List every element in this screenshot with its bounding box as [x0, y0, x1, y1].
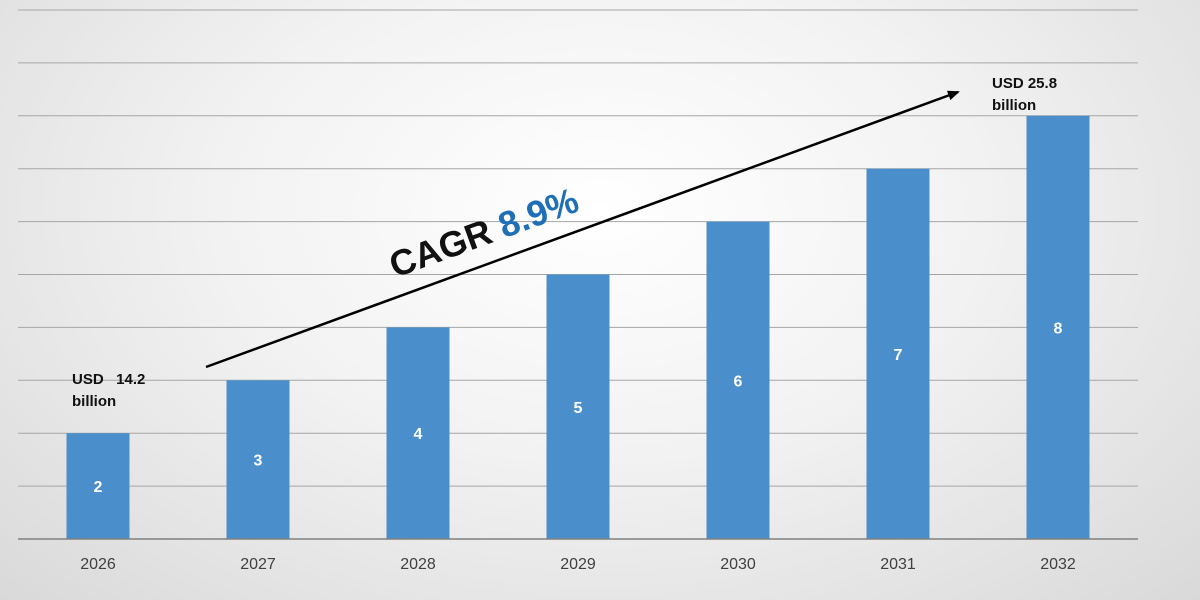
growth-arrow-line [205, 90, 960, 369]
bar-value-2028: 4 [414, 426, 423, 443]
bar-value-2030: 6 [734, 373, 743, 390]
cagr-value: 8.9% [493, 179, 584, 246]
growth-arrow [205, 90, 960, 369]
bar-2026 [66, 433, 130, 539]
x-tick-2030: 2030 [720, 556, 756, 573]
x-tick-2026: 2026 [80, 556, 116, 573]
bar-2030 [706, 221, 770, 539]
bars [66, 115, 1090, 540]
start-value-line2: billion [72, 393, 116, 410]
end-value-line2: billion [992, 97, 1036, 114]
bar-value-2031: 7 [894, 347, 903, 364]
start-value-label: USD 14.2 billion [72, 371, 175, 410]
end-value-line1: USD 25.8 [992, 75, 1057, 92]
bar-2029 [546, 274, 610, 539]
bar-value-2026: 2 [94, 479, 103, 496]
bar-value-2027: 3 [254, 453, 263, 470]
x-tick-2032: 2032 [1040, 556, 1076, 573]
bar-value-2032: 8 [1054, 320, 1063, 337]
start-value-line1: USD 14.2 [72, 371, 145, 388]
bar-2031 [866, 168, 930, 539]
bar-2032 [1026, 115, 1090, 540]
x-tick-2027: 2027 [240, 556, 276, 573]
bar-2028 [386, 327, 450, 539]
x-tick-labels: 2026 2027 2028 2029 2030 2031 2032 [80, 556, 1076, 573]
bar-value-labels: 2 3 4 5 6 7 8 [94, 320, 1063, 496]
end-value-label: USD 25.8 billion [992, 75, 1061, 114]
bar-value-2029: 5 [574, 400, 583, 417]
bar-2027 [226, 380, 290, 539]
cagr-label: CAGR 8.9% [384, 179, 584, 285]
cagr-prefix: CAGR [384, 207, 507, 285]
x-tick-2031: 2031 [880, 556, 916, 573]
x-tick-2029: 2029 [560, 556, 596, 573]
x-tick-2028: 2028 [400, 556, 436, 573]
